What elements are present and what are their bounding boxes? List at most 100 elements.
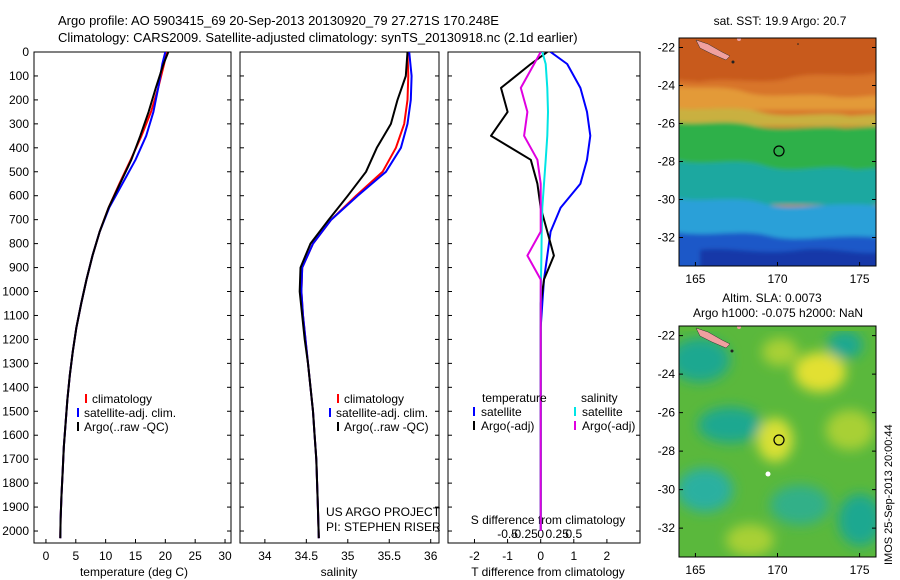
x-tick-label: 15	[129, 549, 143, 563]
difference-panel-frame	[447, 51, 641, 544]
map-x-tick-label: 165	[685, 563, 705, 577]
salinity-legend: climatology satellite-adj. clim. Argo(..…	[329, 392, 429, 434]
s-diff-tick-label: 0.25	[546, 527, 570, 541]
legend-title-temperature: temperature	[482, 391, 547, 405]
s-difference-label: S difference from climatology	[471, 513, 626, 527]
legend-label-climatology: climatology	[92, 392, 152, 406]
pi-credit: PI: STEPHEN RISER	[326, 520, 441, 534]
map-y-tick-label: -24	[658, 79, 676, 93]
x-tick-label: 5	[72, 549, 79, 563]
series-line-argo-raw-qc-	[59, 52, 170, 539]
x-tick-label: 10	[99, 549, 113, 563]
depth-tick-label: 1900	[2, 500, 29, 514]
difference-x-axis: -2 -1 0 1 2	[469, 539, 611, 563]
x-tick-label: 30	[218, 549, 232, 563]
x-tick-label: 35.5	[378, 549, 402, 563]
difference-legend: temperature salinity satellite Argo(-adj…	[473, 391, 635, 433]
x-tick-label: 34	[258, 549, 272, 563]
imos-timestamp: IMOS 25-Sep-2013 20:00:44	[883, 424, 895, 565]
depth-tick-label: 100	[9, 69, 29, 83]
map-x-tick-label: 170	[767, 563, 787, 577]
depth-tick-label: 1500	[2, 404, 29, 418]
x-tick-label: 36	[424, 549, 438, 563]
title-line-1: Argo profile: AO 5903415_69 20-Sep-2013 …	[58, 13, 499, 28]
series-line-argo-adj-	[519, 52, 542, 531]
sla-map-title-2: Argo h1000: -0.075 h2000: NaN	[693, 306, 863, 320]
map-x-tick-label: 175	[850, 563, 870, 577]
x-tick-label: 2	[604, 549, 611, 563]
depth-tick-label: 800	[9, 237, 29, 251]
sla-argo-marker	[773, 434, 785, 446]
depth-tick-label: 1300	[2, 356, 29, 370]
depth-tick-label: 700	[9, 213, 29, 227]
sst-map-axes: 165 170 175 -22 -24 -26 -28 -30 -32	[658, 41, 876, 286]
depth-tick-label: 200	[9, 93, 29, 107]
map-y-tick-label: -22	[658, 329, 676, 343]
map-y-tick-label: -32	[658, 521, 676, 535]
sst-map-title: sat. SST: 19.9 Argo: 20.7	[714, 14, 847, 28]
depth-tick-label: 1100	[3, 308, 29, 322]
x-tick-label: 20	[159, 549, 173, 563]
legend-label-t-satellite: satellite	[481, 405, 522, 419]
legend-label-satellite: satellite-adj. clim.	[336, 406, 428, 420]
salinity-lines	[298, 52, 413, 539]
s-diff-tick-label: -0.25	[510, 527, 538, 541]
salinity-x-axis: 34 34.5 35 35.5 36	[258, 539, 438, 563]
legend-label-argo: Argo(..raw -QC)	[344, 420, 429, 434]
s-difference-axis: -0.5-0.25 0 0.250.5	[497, 527, 582, 541]
legend-label-satellite: satellite-adj. clim.	[84, 406, 176, 420]
map-y-tick-label: -28	[658, 155, 676, 169]
x-tick-label: 1	[570, 549, 577, 563]
s-diff-tick-label: -0.5	[497, 527, 518, 541]
depth-tick-label: 1000	[2, 285, 29, 299]
title-line-2: Climatology: CARS2009. Satellite-adjuste…	[58, 30, 578, 45]
map-y-tick-label: -32	[658, 231, 676, 245]
sst-argo-marker	[773, 145, 785, 157]
x-tick-label: -1	[502, 549, 513, 563]
legend-label-climatology: climatology	[344, 392, 404, 406]
temperature-lines	[59, 52, 170, 539]
map-y-tick-label: -26	[658, 117, 676, 131]
temperature-xlabel: temperature (deg C)	[80, 565, 188, 579]
depth-tick-label: 1800	[2, 476, 29, 490]
legend-label-argo: Argo(..raw -QC)	[84, 420, 169, 434]
temperature-legend: climatology satellite-adj. clim. Argo(..…	[77, 392, 176, 434]
depth-tick-label: 2000	[2, 524, 29, 538]
map-x-tick-label: 170	[767, 272, 787, 286]
x-tick-label: 25	[189, 549, 203, 563]
legend-label-t-argo: Argo(-adj)	[481, 419, 534, 433]
legend-title-salinity: salinity	[581, 391, 618, 405]
depth-tick-label: 1600	[2, 428, 29, 442]
series-line-argo-raw-qc-	[298, 52, 409, 539]
s-diff-tick-label: 0	[537, 527, 544, 541]
salinity-xlabel: salinity	[321, 565, 358, 579]
sla-map	[679, 326, 876, 557]
x-tick-label: 0	[537, 549, 544, 563]
sla-map-axes: 165 170 175 -22 -24 -26 -28 -30 -32	[658, 329, 876, 577]
temperature-x-axis: 0 5 10 15 20 25 30	[43, 539, 232, 563]
depth-tick-label: 1700	[2, 452, 29, 466]
x-tick-label: 0	[43, 549, 50, 563]
legend-label-s-argo: Argo(-adj)	[582, 419, 635, 433]
depth-tick-label: 500	[9, 165, 29, 179]
map-x-tick-label: 175	[850, 272, 870, 286]
map-y-tick-label: -30	[658, 193, 676, 207]
x-tick-label: -2	[469, 549, 480, 563]
map-y-tick-label: -30	[658, 483, 676, 497]
sst-map	[679, 38, 876, 266]
depth-tick-label: 300	[9, 117, 29, 131]
x-tick-label: 35	[341, 549, 355, 563]
depth-tick-label: 1400	[2, 380, 29, 394]
x-tick-label: 34.5	[295, 549, 319, 563]
depth-tick-label: 900	[9, 261, 29, 275]
temperature-panel-frame	[33, 51, 232, 544]
map-x-tick-label: 165	[685, 272, 705, 286]
project-credit: US ARGO PROJECT	[326, 505, 441, 519]
depth-axis: 0 100 200 300 400 500 600 700 800 900 1000 1100 1200…	[2, 45, 640, 538]
s-diff-tick-label: 0.5	[565, 527, 582, 541]
salinity-panel-frame	[239, 51, 440, 544]
depth-tick-label: 600	[9, 189, 29, 203]
sla-map-title-1: Altim. SLA: 0.0073	[722, 291, 822, 305]
difference-xlabel: T difference from climatology	[471, 565, 625, 579]
